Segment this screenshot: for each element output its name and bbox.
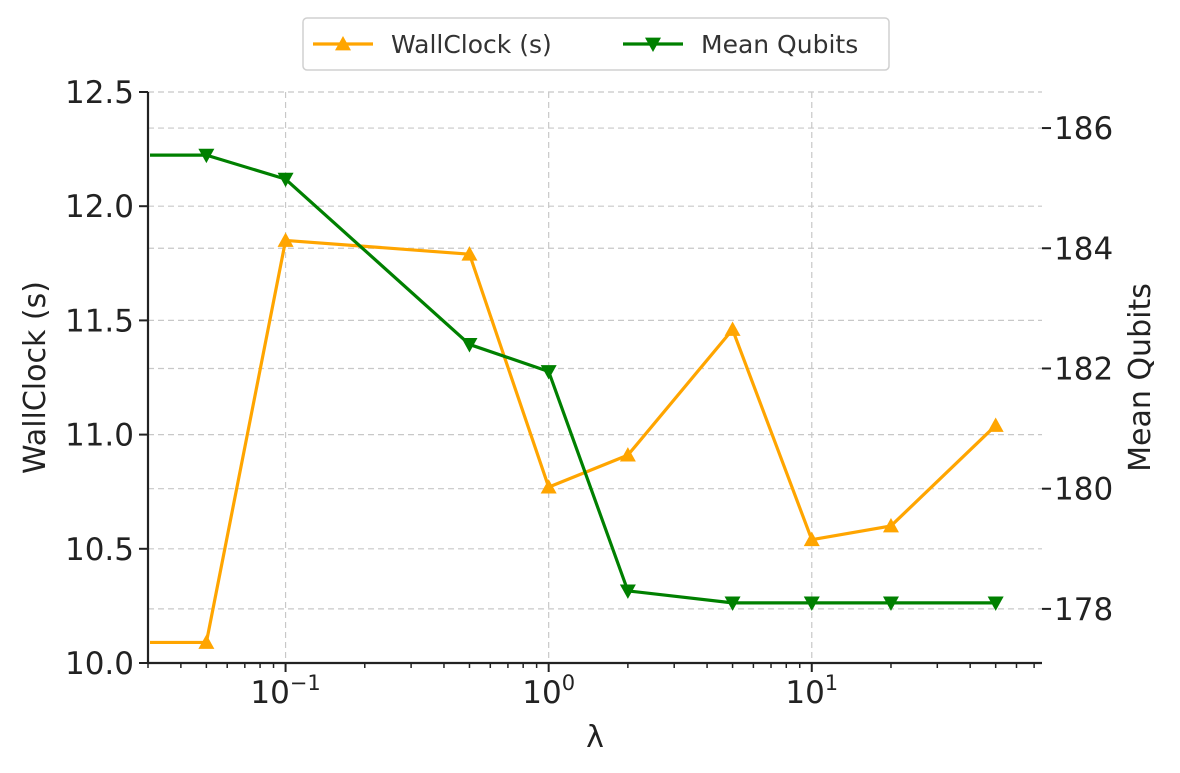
left-y-tick-label: 10.0: [65, 646, 134, 682]
data-point: [724, 321, 741, 336]
x-tick-label: 100: [522, 671, 575, 711]
legend: WallClock (s) Mean Qubits: [302, 17, 890, 71]
right-y-tick-label: 180: [1054, 472, 1113, 508]
x-tick-label: 10−1: [250, 671, 320, 711]
data-point: [987, 417, 1004, 432]
data-point: [619, 447, 636, 462]
legend-entry-label: WallClock (s): [391, 30, 552, 59]
left-y-tick-label: 11.0: [65, 418, 134, 454]
data-point: [882, 517, 899, 533]
legend-swatch-marker: [645, 37, 661, 52]
left-y-tick-label: 12.5: [65, 75, 134, 111]
data-point: [461, 338, 478, 353]
data-point: [882, 596, 899, 611]
data-point: [198, 634, 215, 649]
left-y-tick-label: 11.5: [65, 303, 134, 339]
series-mean-qubits: [150, 148, 1004, 611]
left-y-tick-label: 10.5: [65, 532, 134, 568]
legend-box: [302, 17, 890, 71]
right-y-tick-label: 182: [1054, 351, 1113, 387]
left-y-axis-label: WallClock (s): [18, 281, 53, 474]
series-wallclock: [150, 232, 1004, 649]
data-point: [619, 584, 636, 599]
x-axis-label: λ: [586, 720, 604, 755]
data-point: [803, 531, 820, 547]
series-line: [150, 153, 996, 605]
data-point: [277, 172, 294, 188]
data-point: [277, 232, 294, 247]
data-point: [803, 596, 820, 611]
series-line: [150, 238, 997, 645]
data-point: [540, 365, 557, 380]
legend-entry-label: Mean Qubits: [701, 30, 858, 59]
data-point: [724, 596, 741, 611]
right-y-axis-label: Mean Qubits: [1123, 283, 1158, 472]
series-layer: [150, 148, 1004, 649]
legend-swatch-marker: [335, 36, 351, 51]
x-tick-label: 101: [785, 671, 838, 711]
data-point: [987, 596, 1004, 611]
data-point: [198, 148, 215, 164]
data-point: [540, 479, 557, 494]
left-y-tick-label: 12.0: [65, 189, 134, 225]
axes: 10.0 10.5 11.0 11.5 12.0 12.5 178 180 182 184 186 1…: [18, 75, 1158, 755]
right-y-tick-label: 178: [1054, 592, 1113, 628]
right-y-tick-label: 184: [1054, 231, 1113, 267]
right-y-tick-label: 186: [1054, 111, 1113, 147]
data-point: [461, 246, 478, 261]
